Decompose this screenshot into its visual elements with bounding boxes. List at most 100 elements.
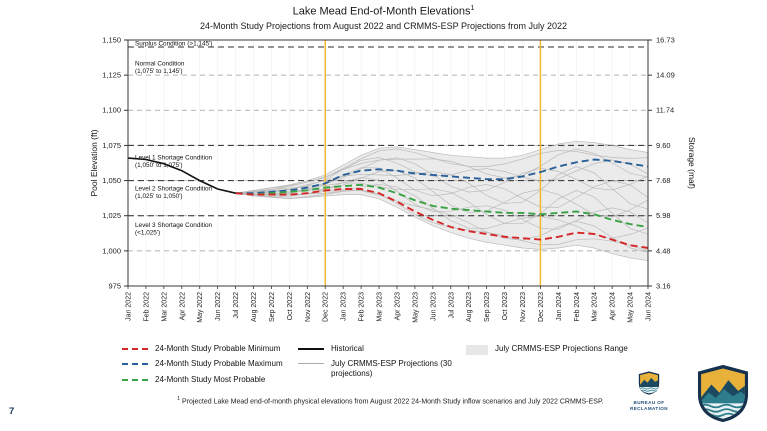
svg-text:Apr 2022: Apr 2022 <box>179 292 186 321</box>
legend-swatch-box <box>466 345 488 355</box>
svg-text:Level 1 Shortage Condition(1,0: Level 1 Shortage Condition (1,050' to 1,0… <box>135 154 213 169</box>
legend-label: 24-Month Study Most Probable <box>155 374 266 384</box>
svg-text:Mar 2023: Mar 2023 <box>377 292 384 322</box>
legend-label: July CRMMS-ESP Projections Range <box>495 344 628 353</box>
axis-ticks-and-labels: 1,150 16.73 1,125 14.09 1,100 11.74 1,075 9.60 1… <box>102 35 675 322</box>
operating-zone-labels: Surplus Condition (>1,145') Normal Condit… <box>135 41 213 237</box>
legend-column-2: Historical July CRMMS-ESP Projections (30… <box>298 344 466 390</box>
svg-text:Normal Condition(1,075' to 1,1: Normal Condition (1,075' to 1,145') <box>135 60 185 75</box>
year-marker-lines <box>324 40 542 286</box>
legend-column-1: 24-Month Study Probable Minimum 24-Month … <box>122 344 298 390</box>
svg-text:Sep 2022: Sep 2022 <box>269 292 276 322</box>
svg-text:Mar 2024: Mar 2024 <box>592 292 599 322</box>
legend-label: 24-Month Study Probable Minimum <box>155 344 281 353</box>
legend-item: July CRMMS-ESP Projections (30 projectio… <box>298 359 466 378</box>
shield-icon <box>697 364 749 423</box>
svg-text:Aug 2022: Aug 2022 <box>251 292 258 322</box>
svg-text:Jan 2023: Jan 2023 <box>341 292 348 321</box>
svg-text:7.68: 7.68 <box>656 176 671 185</box>
legend-label: Historical <box>331 344 364 353</box>
legend-item: 24-Month Study Probable Minimum <box>122 344 298 353</box>
legend-swatch-thinline <box>298 363 324 365</box>
svg-text:Dec 2022: Dec 2022 <box>323 292 330 322</box>
legend-swatch-dash <box>122 363 148 366</box>
svg-text:Nov 2022: Nov 2022 <box>305 292 312 322</box>
esp-range-area <box>235 141 648 261</box>
svg-text:Feb 2023: Feb 2023 <box>359 292 366 322</box>
svg-text:1,150: 1,150 <box>102 35 121 44</box>
svg-text:1,075: 1,075 <box>102 141 121 150</box>
series-historical <box>127 157 236 194</box>
svg-text:Sep 2023: Sep 2023 <box>484 292 491 322</box>
svg-text:14.09: 14.09 <box>656 71 675 80</box>
chart-subtitle: 24-Month Study Projections from August 2… <box>199 21 567 31</box>
series-24-month-study-most-probable <box>235 183 649 228</box>
legend-item: Historical <box>298 344 466 353</box>
legend-item: July CRMMS-ESP Projections Range <box>466 344 628 355</box>
svg-text:Nov 2023: Nov 2023 <box>520 292 527 322</box>
seal-text-line2: RECLAMATION <box>630 405 668 411</box>
svg-text:May 2023: May 2023 <box>412 292 419 323</box>
series-24-month-study-probable-minimum <box>235 188 649 249</box>
svg-text:1,000: 1,000 <box>102 246 121 255</box>
legend-swatch-dash <box>122 348 148 350</box>
axis-titles: Pool Elevation (ft) Storage (maf) <box>89 129 697 196</box>
svg-text:Jan 2024: Jan 2024 <box>556 292 563 321</box>
svg-text:Aug 2023: Aug 2023 <box>466 292 473 322</box>
legend-item: 24-Month Study Most Probable <box>122 375 298 384</box>
svg-text:Feb 2022: Feb 2022 <box>143 292 150 322</box>
title-footnote-marker: 1 <box>470 5 475 12</box>
reclamation-shield-logo <box>696 364 750 428</box>
svg-text:Oct 2022: Oct 2022 <box>287 292 294 321</box>
svg-text:Surplus Condition (>1,145'): Surplus Condition (>1,145') <box>135 41 212 48</box>
bureau-of-reclamation-seal: BUREAU OF RECLAMATION <box>620 371 678 412</box>
svg-text:1,100: 1,100 <box>102 106 121 115</box>
svg-text:Level 3 Shortage Condition(<1,: Level 3 Shortage Condition (<1,025') <box>135 222 213 237</box>
svg-text:Jun 2023: Jun 2023 <box>430 292 437 321</box>
svg-text:5.98: 5.98 <box>656 211 671 220</box>
svg-text:9.60: 9.60 <box>656 141 671 150</box>
footnote-text: Projected Lake Mead end-of-month physica… <box>182 398 604 406</box>
svg-text:Jun 2022: Jun 2022 <box>215 292 222 321</box>
legend-label: July CRMMS-ESP Projections (30 projectio… <box>331 359 452 378</box>
legend-label: 24-Month Study Probable Maximum <box>155 359 283 369</box>
legend-swatch-dash <box>122 378 148 381</box>
operating-zone-threshold-lines <box>128 46 648 217</box>
esp-projection-lines <box>235 140 649 262</box>
svg-text:May 2024: May 2024 <box>628 292 635 323</box>
bureau-seal-icon <box>638 371 660 395</box>
chart-title: Lake Mead End-of-Month Elevations1 <box>292 5 475 18</box>
svg-text:Jul 2023: Jul 2023 <box>448 292 455 319</box>
svg-text:3.16: 3.16 <box>656 281 671 290</box>
series-24-month-study-probable-maximum <box>235 158 649 195</box>
svg-text:Apr 2023: Apr 2023 <box>394 292 401 321</box>
svg-text:Mar 2022: Mar 2022 <box>161 292 168 322</box>
svg-text:4.48: 4.48 <box>656 246 671 255</box>
svg-text:Jul 2022: Jul 2022 <box>233 292 240 319</box>
svg-text:Storage (maf): Storage (maf) <box>687 137 697 189</box>
svg-text:Apr 2024: Apr 2024 <box>610 292 617 321</box>
svg-text:Oct 2023: Oct 2023 <box>502 292 509 321</box>
svg-text:1,025: 1,025 <box>102 211 121 220</box>
legend-column-3: July CRMMS-ESP Projections Range <box>466 344 628 390</box>
svg-text:1,125: 1,125 <box>102 71 121 80</box>
svg-text:11.74: 11.74 <box>656 106 674 115</box>
plot-border <box>127 39 649 287</box>
svg-text:975: 975 <box>108 281 121 290</box>
svg-text:Dec 2023: Dec 2023 <box>538 292 545 322</box>
legend-swatch-line <box>298 348 324 350</box>
svg-text:Feb 2024: Feb 2024 <box>574 292 581 322</box>
legend-item: 24-Month Study Probable Maximum <box>122 359 298 368</box>
svg-text:1,050: 1,050 <box>102 176 121 185</box>
svg-text:Pool Elevation (ft): Pool Elevation (ft) <box>89 129 99 196</box>
page-number: 7 <box>9 406 15 417</box>
svg-text:16.73: 16.73 <box>656 35 675 44</box>
svg-text:Level 2 Shortage Condition(1,0: Level 2 Shortage Condition (1,025' to 1,0… <box>135 185 213 200</box>
svg-text:Jan 2022: Jan 2022 <box>126 292 133 321</box>
chart-legend: 24-Month Study Probable Minimum 24-Month … <box>122 344 628 390</box>
footnote: 1 Projected Lake Mead end-of-month physi… <box>118 396 663 405</box>
svg-text:May 2022: May 2022 <box>197 292 204 323</box>
footnote-marker: 1 <box>177 396 181 402</box>
